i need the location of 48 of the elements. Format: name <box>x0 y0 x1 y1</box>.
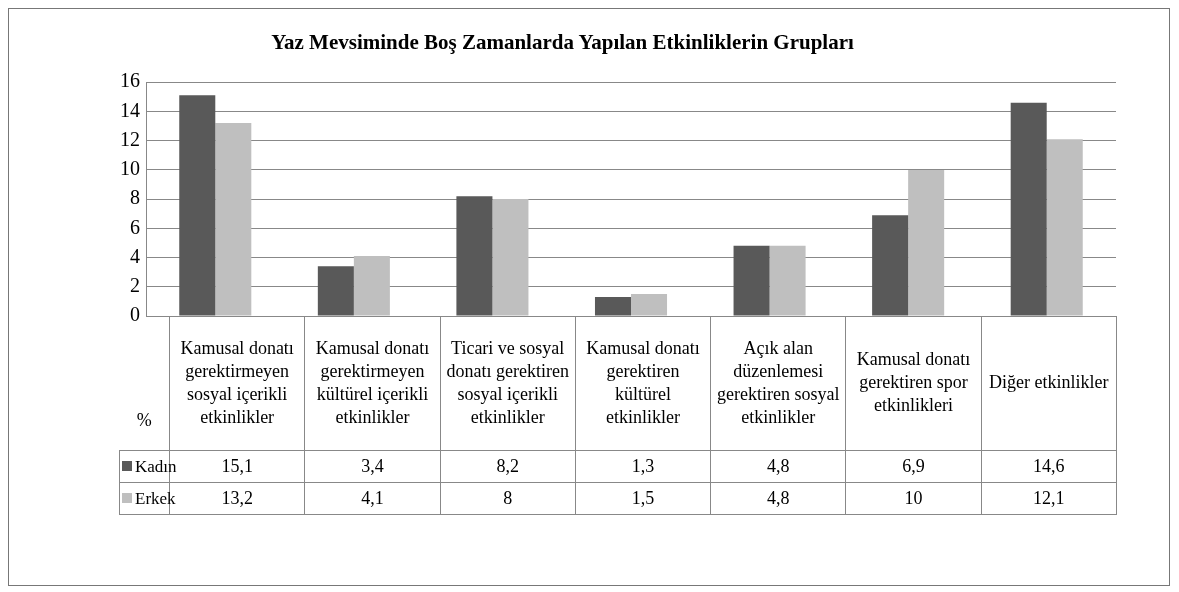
bar <box>1010 102 1047 316</box>
y-tick-label: 14 <box>120 98 140 121</box>
data-label: 6,9 <box>845 450 982 482</box>
bar <box>353 256 390 316</box>
bar <box>769 245 806 316</box>
y-tick-label: 12 <box>120 127 140 150</box>
data-label: 12,1 <box>981 482 1117 514</box>
bar <box>456 196 493 316</box>
data-label: 3,4 <box>304 450 441 482</box>
data-label: 1,3 <box>575 450 711 482</box>
data-label: 1,5 <box>575 482 711 514</box>
x-tick-label: Diğer etkinlikler <box>981 316 1117 450</box>
bar <box>733 245 770 316</box>
legend-label: Kadın <box>135 455 177 478</box>
data-label: 10 <box>845 482 982 514</box>
bar <box>179 95 216 316</box>
y-tick-label: 2 <box>130 274 140 297</box>
bar <box>492 199 529 316</box>
data-label: 4,8 <box>710 482 846 514</box>
legend-label: Erkek <box>135 487 176 510</box>
x-tick-label: Kamusal donatı gerektirmeyen sosyal içerikli etkinlikler <box>169 316 305 450</box>
bar <box>594 297 631 316</box>
bar <box>872 215 909 316</box>
data-label: 8 <box>440 482 576 514</box>
y-tick-label: 0 <box>130 303 140 326</box>
y-tick-label: 8 <box>130 186 140 209</box>
y-tick-label: 6 <box>130 215 140 238</box>
x-tick-label: Kamusal donatı gerektiren kültürel etkinlikler <box>575 316 711 450</box>
bar <box>908 169 945 316</box>
x-tick-label: Kamusal donatı gerektiren spor etkinlikleri <box>845 316 982 450</box>
data-label: 13,2 <box>221 487 253 508</box>
data-label: 4,1 <box>304 482 441 514</box>
bar <box>631 294 668 316</box>
data-label: 4,8 <box>710 450 846 482</box>
y-tick-label: 10 <box>120 157 140 180</box>
x-tick-label: Ticari ve sosyal donatı gerektiren sosyal içerikli etkinlikler <box>440 316 576 450</box>
bar <box>317 266 354 316</box>
data-label: 8,2 <box>440 450 576 482</box>
x-tick-label: Kamusal donatı gerektirmeyen kültürel içerikli etkinlikler <box>304 316 441 450</box>
chart-title: Yaz Mevsiminde Boş Zamanlarda Yapılan Etkinliklerin Grupları <box>271 30 854 55</box>
bar <box>1046 139 1083 316</box>
y-tick-label: 16 <box>120 69 140 92</box>
bar <box>215 123 252 316</box>
y-tick-label: 4 <box>130 244 140 267</box>
y-axis-title: % <box>136 409 152 430</box>
x-tick-label: Açık alan düzenlemesi gerektiren sosyal etkinlikler <box>710 316 846 450</box>
data-label: 15,1 <box>221 455 253 476</box>
data-label: 14,6 <box>981 450 1117 482</box>
